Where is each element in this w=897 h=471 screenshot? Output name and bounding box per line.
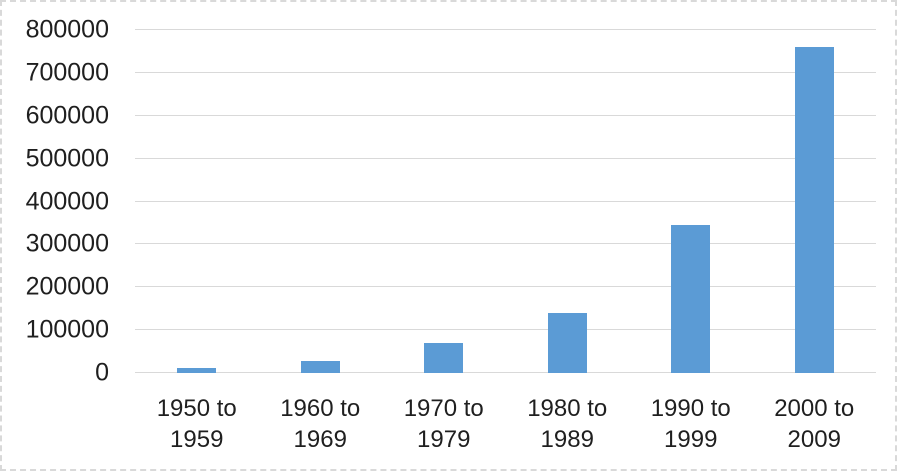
gridline: [135, 29, 876, 30]
x-axis-category-label: 1960 to 1969: [280, 395, 361, 453]
gridline: [135, 157, 876, 159]
bar-slot: [506, 30, 630, 373]
plot-area: [135, 29, 876, 373]
bar: [424, 343, 464, 373]
bar: [177, 367, 217, 373]
y-axis-tick-label: 400000: [25, 187, 109, 215]
x-axis-category-label: 1990 to 1999: [650, 395, 731, 453]
y-axis-tick-label: 0: [95, 358, 109, 387]
y-axis-tick-label: 600000: [25, 101, 109, 130]
bar-slot: [629, 30, 753, 373]
x-axis-category-label: 1950 to 1959: [156, 395, 237, 453]
y-axis-tick-label: 200000: [25, 272, 109, 301]
bar: [794, 47, 834, 373]
gridline: [135, 243, 876, 245]
bar: [300, 361, 340, 373]
y-axis: 0 100000 200000 300000 400000 500000 600000 700…: [2, 17, 109, 385]
bar: [671, 225, 711, 373]
y-axis-tick-label: 300000: [25, 229, 109, 258]
y-axis-tick-label: 700000: [25, 58, 109, 87]
bar-slot: [382, 30, 506, 373]
bar-slot: [259, 30, 383, 373]
y-axis-tick-label: 800000: [25, 15, 109, 44]
gridline: [135, 286, 876, 288]
x-axis-category-label: 1980 to 1989: [527, 395, 608, 453]
x-axis: 1950 to 1959 1960 to 1969 1970 to 1979 1980…: [135, 393, 876, 455]
x-axis-category-label: 1970 to 1979: [403, 395, 484, 453]
gridline: [135, 114, 876, 116]
y-axis-tick-label: 100000: [25, 315, 109, 344]
gridline: [135, 200, 876, 202]
y-axis-tick-label: 500000: [25, 144, 109, 173]
bar-slot: [753, 30, 877, 373]
gridline: [135, 329, 876, 331]
gridline: [135, 372, 876, 373]
bar: [547, 312, 587, 373]
x-axis-category-label: 2000 to 2009: [774, 395, 855, 453]
gridline: [135, 71, 876, 73]
bar-series: [135, 30, 876, 373]
bar-slot: [135, 30, 259, 373]
